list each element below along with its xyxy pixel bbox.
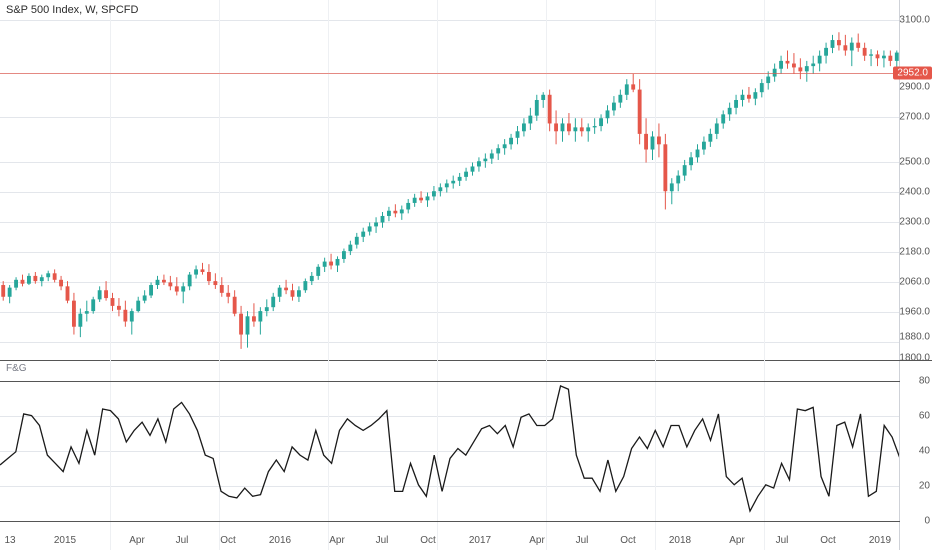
price-reference-line: [0, 73, 900, 74]
price-axis-label: 2180.0: [899, 247, 930, 258]
x-axis-label: Apr: [529, 535, 545, 546]
x-axis-label: 2016: [269, 535, 291, 546]
x-axis-label: Jul: [776, 535, 789, 546]
x-axis-label: Oct: [820, 535, 836, 546]
fng-axis-label: 60: [919, 411, 930, 422]
fng-panel: F&G 80 60 40 20 0 13 2015 Apr Jul Oct 20…: [0, 361, 932, 550]
x-axis-label: Oct: [420, 535, 436, 546]
fng-axis-label: 40: [919, 446, 930, 457]
fng-reference-line-low: [0, 521, 900, 522]
price-axis-label: 2300.0: [899, 217, 930, 228]
x-axis-label: 2019: [869, 535, 891, 546]
x-axis-label: 2015: [54, 535, 76, 546]
fng-title: F&G: [6, 363, 27, 374]
price-axis-label: 2900.0: [899, 82, 930, 93]
x-axis-label: Jul: [576, 535, 589, 546]
candlestick-series[interactable]: [0, 0, 900, 361]
fng-reference-line-high: [0, 381, 900, 382]
price-panel: S&P 500 Index, W, SPCFD 3100.0 2952.0 29…: [0, 0, 932, 361]
x-axis-label: Jul: [176, 535, 189, 546]
fng-axis-label: 0: [924, 516, 930, 527]
x-axis-label: Apr: [129, 535, 145, 546]
price-axis-label: 3100.0: [899, 15, 930, 26]
x-axis-label: Oct: [620, 535, 636, 546]
price-axis-label: 2700.0: [899, 112, 930, 123]
price-axis-label: 1960.0: [899, 307, 930, 318]
x-axis-label: Oct: [220, 535, 236, 546]
price-axis-label: 2060.0: [899, 277, 930, 288]
chart-title: S&P 500 Index, W, SPCFD: [6, 4, 138, 16]
fng-axis-label: 20: [919, 481, 930, 492]
x-axis-label: 2017: [469, 535, 491, 546]
chart-app: S&P 500 Index, W, SPCFD 3100.0 2952.0 29…: [0, 0, 932, 550]
x-axis-label: 2018: [669, 535, 691, 546]
price-axis-label: 1880.0: [899, 332, 930, 343]
price-axis-label: 2400.0: [899, 187, 930, 198]
fng-axis-label: 80: [919, 376, 930, 387]
x-axis-label: Apr: [329, 535, 345, 546]
x-axis-label: Jul: [376, 535, 389, 546]
x-axis-label: Apr: [729, 535, 745, 546]
price-axis-label: 2500.0: [899, 157, 930, 168]
x-axis-label: 13: [4, 535, 15, 546]
